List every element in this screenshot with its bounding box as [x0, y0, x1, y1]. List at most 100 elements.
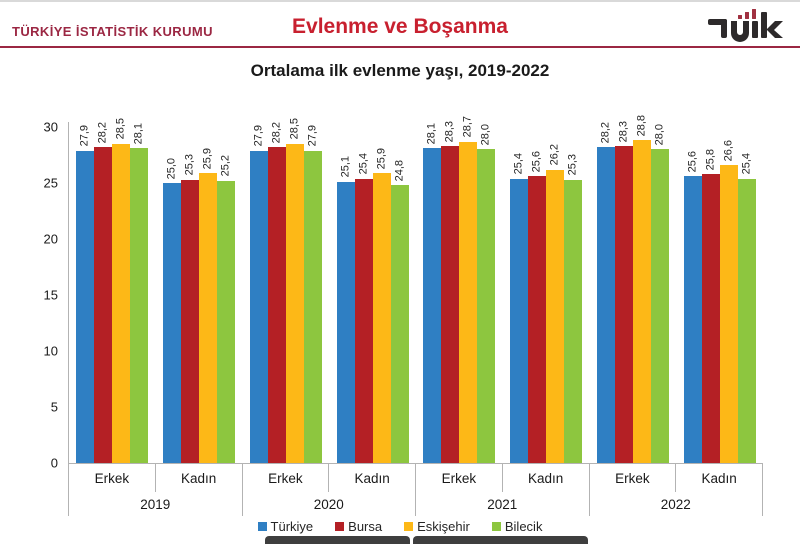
bar-2020-kadın-bursa: [354, 178, 373, 463]
bar-2020-erkek-türkiye: [249, 150, 268, 463]
bar-slot: 28,5: [285, 118, 304, 463]
bar-value-label: 25,3: [183, 154, 196, 176]
legend-swatch-icon: [335, 522, 345, 531]
y-tick-30: 30: [43, 119, 58, 135]
bar-value-label: 27,9: [78, 125, 91, 147]
bar-2022-kadın-eskişehir: [719, 165, 738, 463]
bar-value-label: 28,3: [617, 120, 630, 143]
gender-row: Erkek Kadın: [69, 464, 242, 492]
subgroup-2022-kadın: 25,6 25,8 26,6 25,4: [676, 127, 763, 463]
bar-slot: 28,7: [459, 116, 478, 463]
legend-item-türkiye: Türkiye: [257, 519, 314, 534]
gender-label-2019-kadın: Kadın: [154, 464, 242, 492]
bar-slot: 26,6: [719, 127, 738, 463]
bar-2019-erkek-bilecik: [130, 148, 149, 463]
bar-slot: 28,2: [94, 122, 113, 463]
y-tick-5: 5: [50, 399, 58, 415]
bar-2021-kadın-bursa: [528, 176, 547, 463]
bar-value-label: 28,0: [653, 123, 666, 146]
plot-area: 27,9 28,2 28,5 28,1 25,0 25,3 25,9 25,2 27,9 28,2…: [69, 115, 763, 463]
y-tick-10: 10: [43, 343, 58, 359]
year-group-2019: 27,9 28,2 28,5 28,1 25,0 25,3 25,9 25,2: [69, 118, 243, 463]
bar-2021-kadın-türkiye: [510, 178, 529, 463]
gender-label-2020-erkek: Erkek: [268, 470, 303, 486]
bar-slot: 25,6: [683, 127, 702, 463]
bar-value-label: 27,9: [252, 125, 265, 147]
legend-item-bilecik: Bilecik: [491, 519, 543, 534]
year-label-2019: 2019: [140, 496, 171, 512]
x-axis-line: [68, 463, 763, 464]
bar-2022-erkek-eskişehir: [632, 140, 651, 463]
bar-value-label: 28,5: [114, 118, 127, 140]
legend-item-eskişehir: Eskişehir: [404, 519, 470, 534]
subgroup-2022-erkek: 28,2 28,3 28,8 28,0: [590, 115, 677, 463]
bar-value-label: 26,2: [548, 144, 561, 166]
subgroup-2020-kadın: 25,1 25,4 25,9 24,8: [329, 127, 416, 463]
bar-2019-erkek-eskişehir: [112, 143, 131, 463]
bar-value-label: 25,9: [375, 147, 388, 169]
bar-slot: 25,4: [354, 127, 373, 463]
bar-2021-erkek-eskişehir: [459, 141, 478, 463]
year-label-2021: 2021: [487, 496, 518, 512]
bar-value-label: 25,6: [686, 150, 699, 173]
year-group-2020: 27,9 28,2 28,5 27,9 25,1 25,4 25,9 24,8: [243, 118, 417, 463]
subgroup-2020-erkek: 27,9 28,2 28,5 27,9: [243, 118, 330, 463]
bar-value-label: 28,2: [96, 121, 109, 144]
gender-row: Erkek Kadın: [416, 464, 589, 492]
y-tick-25: 25: [43, 175, 58, 191]
bar-slot: 27,9: [249, 125, 268, 463]
bar-value-label: 25,9: [201, 147, 214, 169]
page-title: Evlenme ve Boşanma: [292, 15, 508, 38]
bar-value-label: 25,2: [219, 155, 232, 177]
bar-slot: 25,1: [336, 127, 355, 463]
bar-2019-kadın-bursa: [181, 179, 200, 463]
bar-value-label: 24,8: [393, 159, 406, 182]
year-label-2022: 2022: [660, 496, 691, 512]
bar-2021-erkek-bursa: [441, 146, 460, 463]
top-hairline: [0, 0, 800, 2]
bar-value-label: 28,3: [443, 120, 456, 143]
bar-slot: 25,3: [181, 127, 200, 463]
legend-label: Bilecik: [504, 519, 543, 534]
bar-2021-erkek-türkiye: [423, 148, 442, 463]
bar-slot: 25,9: [372, 127, 391, 463]
bar-slot: 28,3: [441, 121, 460, 463]
bar-2022-erkek-türkiye: [596, 147, 615, 463]
bar-value-label: 27,9: [306, 125, 319, 147]
bar-2019-kadın-eskişehir: [199, 172, 218, 463]
legend-swatch-icon: [404, 522, 414, 531]
bar-slot: 25,8: [701, 127, 720, 463]
bar-slot: 25,2: [217, 127, 236, 463]
bar-slot: 28,1: [130, 123, 149, 463]
bar-2019-kadın-bilecik: [217, 180, 236, 463]
subgroup-2021-erkek: 28,1 28,3 28,7 28,0: [416, 116, 503, 463]
bar-slot: 28,0: [650, 123, 669, 463]
header-divider: [0, 46, 800, 48]
x-axis-labels: Erkek Kadın 2019 Erkek Kadın 2020 Erkek Kadın 20…: [68, 464, 763, 516]
bar-2020-kadın-bilecik: [390, 185, 409, 463]
bar-value-label: 25,3: [566, 154, 579, 176]
bar-slot: 27,9: [303, 125, 322, 463]
y-tick-0: 0: [50, 455, 58, 471]
legend-label: Türkiye: [270, 519, 314, 534]
bar-value-label: 28,8: [635, 115, 648, 137]
x-year-block-2019: Erkek Kadın 2019: [68, 464, 242, 516]
bar-slot: 25,4: [737, 127, 756, 463]
bar-slot: 28,2: [267, 122, 286, 463]
bar-2022-erkek-bilecik: [650, 149, 669, 463]
org-name: TÜRKİYE İSTATİSTİK KURUMU: [12, 24, 213, 39]
legend-label: Eskişehir: [417, 519, 470, 534]
bar-slot: 25,9: [199, 127, 218, 463]
subgroup-2019-erkek: 27,9 28,2 28,5 28,1: [69, 118, 156, 463]
bar-slot: 25,0: [163, 127, 182, 463]
gender-label-2022-erkek: Erkek: [615, 470, 650, 486]
bar-slot: 28,0: [477, 124, 496, 463]
bar-2022-kadın-türkiye: [683, 176, 702, 463]
bar-value-label: 25,4: [740, 153, 753, 175]
bar-slot: 28,3: [614, 121, 633, 463]
bar-2021-kadın-eskişehir: [546, 169, 565, 463]
bar-2019-erkek-bursa: [94, 147, 113, 463]
bar-value-label: 25,6: [530, 150, 543, 173]
bar-slot: 28,1: [423, 123, 442, 463]
